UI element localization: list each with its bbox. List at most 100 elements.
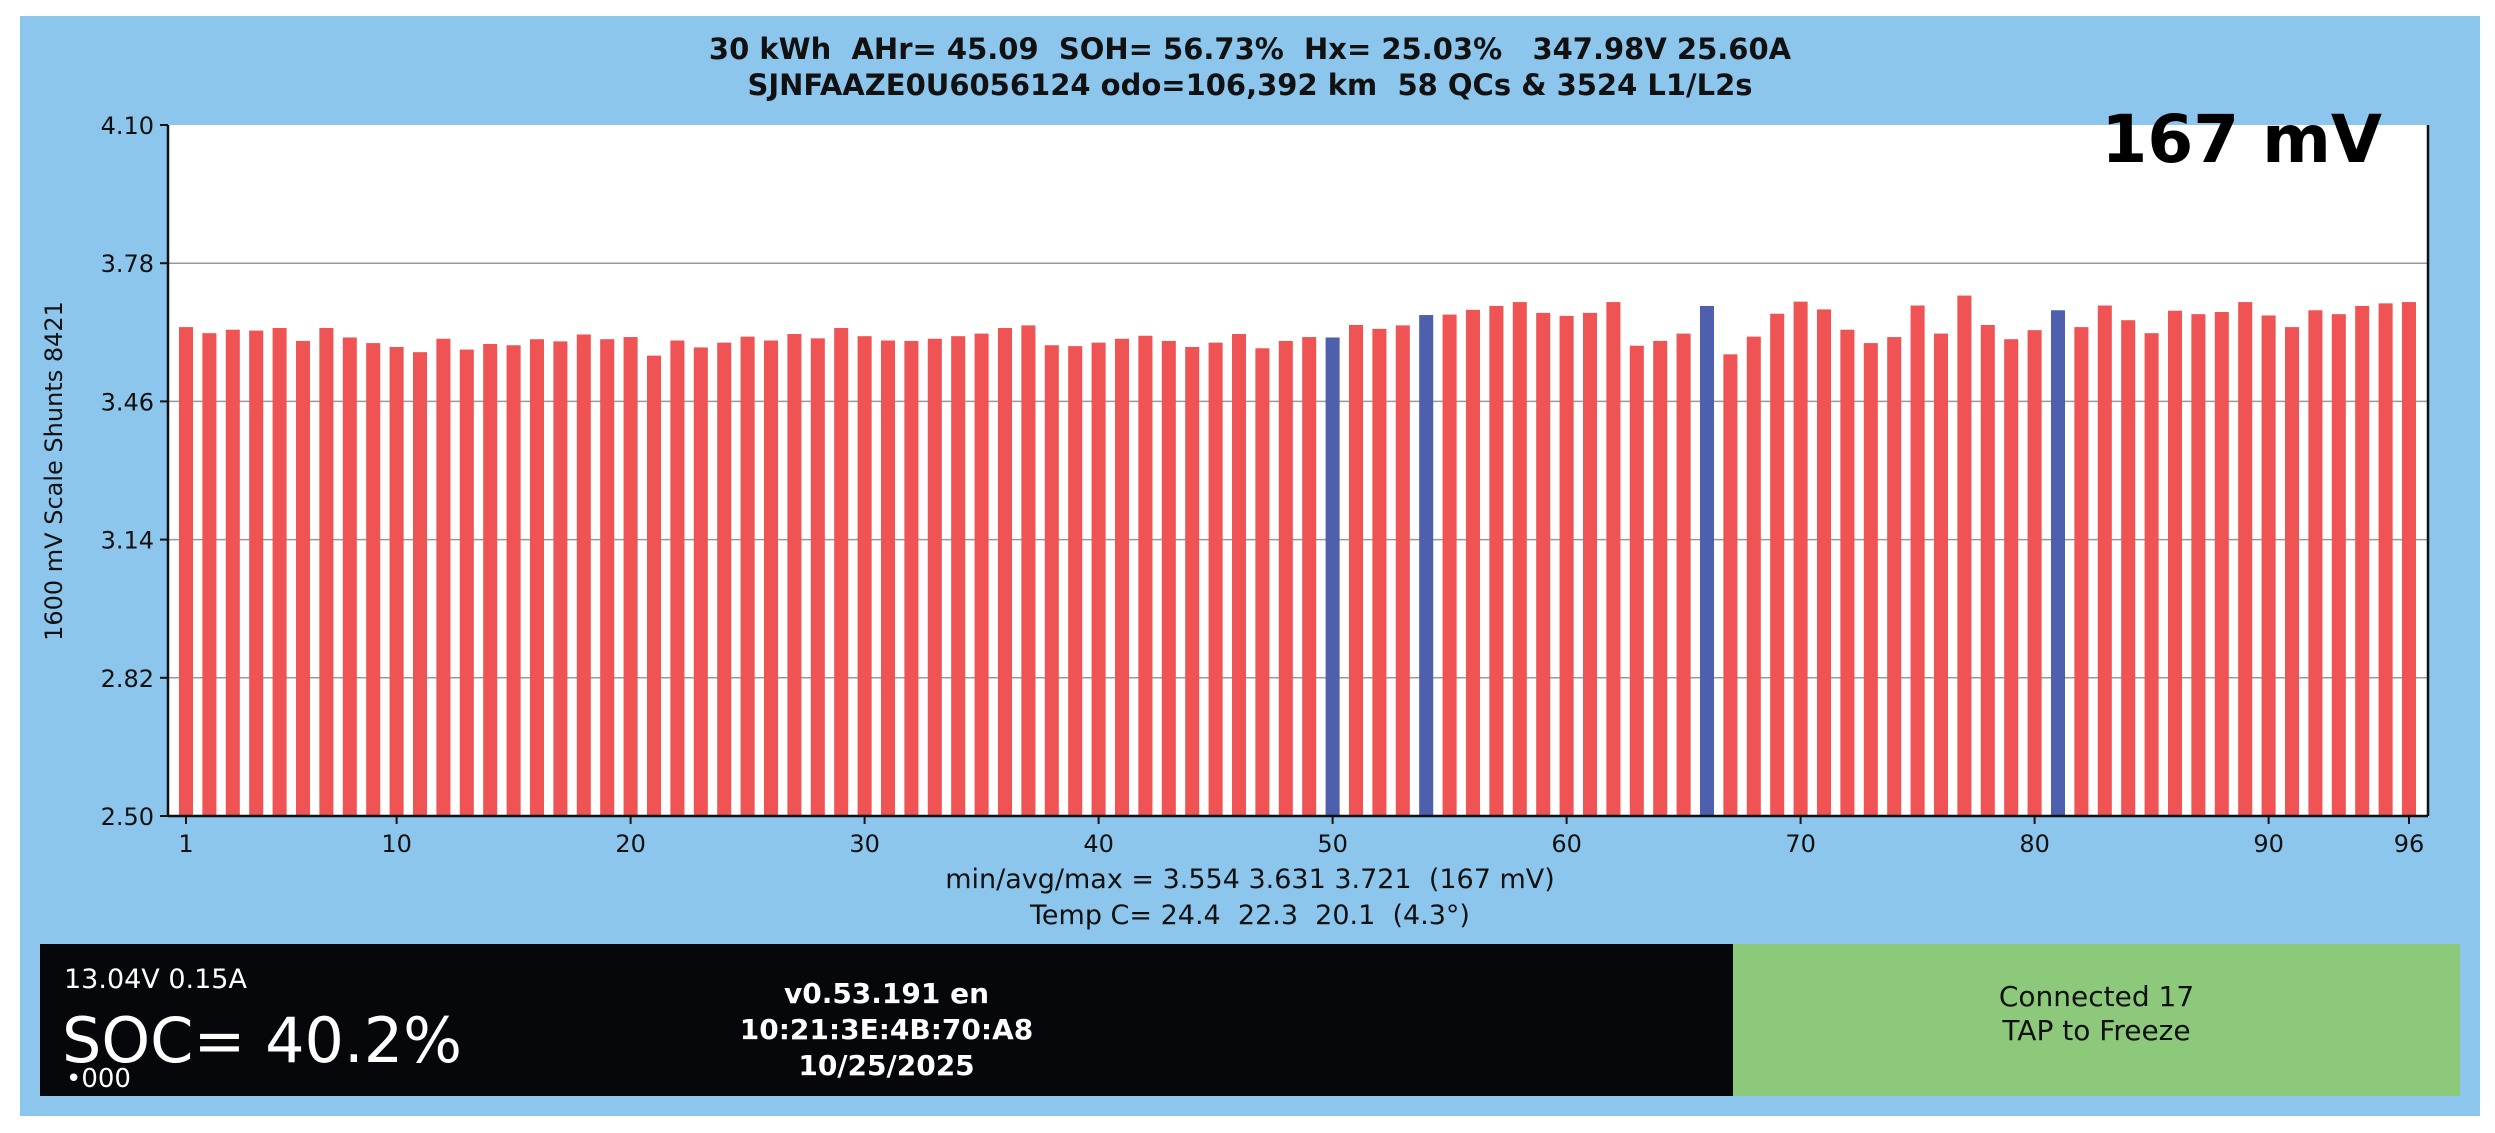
cell-bar	[1278, 340, 1293, 816]
cell-bar	[459, 349, 474, 816]
cell-bar	[2308, 310, 2323, 816]
delta-mv-annotation: 167 mV	[2101, 101, 2382, 178]
shunt-cell-bar	[1325, 337, 1340, 816]
cell-bar	[2074, 327, 2089, 816]
app-version: v0.53.191 en	[783, 977, 990, 1010]
y-tick-label: 3.46	[101, 388, 154, 416]
y-tick-labels: 2.50 2.82 3.14 3.46 3.78 4.10	[101, 112, 168, 831]
cell-bar	[997, 327, 1013, 816]
cell-bar	[2238, 302, 2253, 817]
cell-bar	[2378, 303, 2393, 816]
cell-bar	[787, 334, 802, 816]
cell-bar	[1442, 314, 1457, 816]
axes	[166, 125, 2430, 818]
cell-bar	[1395, 325, 1410, 816]
cell-bar	[2097, 305, 2112, 816]
cell-bar	[1465, 309, 1481, 816]
cell-bar	[1489, 305, 1504, 816]
cell-bar	[1629, 345, 1644, 816]
cell-bar	[670, 340, 685, 816]
cell-bar	[272, 327, 287, 816]
cell-bar	[1231, 334, 1247, 816]
cell-bar	[600, 339, 615, 816]
cell-bar	[319, 327, 334, 816]
y-tick-label: 2.50	[101, 803, 154, 831]
cell-bar	[1161, 340, 1176, 816]
cell-bar	[1348, 324, 1364, 816]
cell-bar	[1606, 302, 1621, 817]
cell-bar	[2331, 314, 2346, 816]
aux-voltage-current: 13.04V 0.15A	[64, 964, 247, 995]
y-tick-label: 3.14	[101, 527, 154, 555]
x-tick-label: 50	[1317, 830, 1348, 858]
cell-bar	[1512, 302, 1527, 817]
cell-bar	[740, 336, 755, 816]
cell-bar	[717, 342, 732, 816]
tap-to-freeze-label: TAP to Freeze	[2002, 1014, 2191, 1047]
status-dots: •000	[66, 1064, 131, 1094]
cell-bar	[1723, 354, 1738, 816]
cell-bar	[553, 341, 568, 816]
cell-bar	[2167, 310, 2183, 816]
cell-bar	[2027, 330, 2042, 816]
cell-bar	[483, 343, 498, 816]
freeze-button[interactable]: Connected 17 TAP to Freeze	[1733, 944, 2460, 1096]
cell-bar	[1582, 312, 1598, 816]
cell-voltage-chart[interactable]: 2.50 2.82 3.14 3.46 3.78 4.10 1 10 20 30 40 50 60 70…	[20, 16, 2480, 944]
cell-bar	[295, 340, 311, 816]
cell-bar	[178, 327, 194, 816]
cell-bar	[646, 355, 662, 816]
cell-bar	[1980, 324, 1995, 816]
cell-bar	[2121, 320, 2136, 816]
vehicle-summary: SJNFAAZE0U6056124 odo=106,392 km 58 QCs …	[747, 68, 1753, 102]
x-tick-label: 60	[1551, 830, 1582, 858]
cell-bar	[1653, 340, 1668, 816]
cell-bar	[763, 340, 779, 816]
cell-bar	[880, 340, 896, 816]
x-tick-label: 96	[2394, 830, 2425, 858]
x-tick-label: 80	[2019, 830, 2050, 858]
cell-bar	[1887, 337, 1902, 816]
cell-bar	[693, 347, 708, 816]
cell-bar	[834, 327, 849, 816]
cell-bar	[1255, 348, 1270, 816]
cell-bar	[1676, 333, 1691, 816]
shunt-cell-bar	[1419, 315, 1434, 816]
cell-bar	[389, 346, 404, 816]
y-tick-label: 2.82	[101, 665, 154, 693]
version-block: v0.53.191 en 10:21:3E:4B:70:A8 10/25/202…	[40, 976, 1733, 1084]
x-tick-label: 90	[2253, 830, 2284, 858]
cell-bar	[1372, 328, 1387, 816]
cell-bar	[974, 333, 989, 816]
cell-bar	[2144, 333, 2159, 816]
y-tick-label: 3.78	[101, 250, 154, 278]
cell-bar	[1536, 312, 1551, 816]
x-tick-label: 30	[849, 830, 880, 858]
cell-bar	[2401, 302, 2417, 817]
cell-bar	[1770, 313, 1785, 816]
cell-bar	[1816, 309, 1832, 816]
shunt-cell-bar	[2050, 310, 2066, 816]
app-frame: 30 kWh AHr= 45.09 SOH= 56.73% Hx= 25.03%…	[20, 16, 2480, 1116]
cell-bar	[1840, 329, 1855, 816]
cell-bar	[576, 334, 591, 816]
connection-status: Connected 17	[1998, 980, 2195, 1013]
cell-bar	[1021, 325, 1036, 816]
x-tick-label: 1	[178, 830, 193, 858]
cell-bar	[857, 336, 872, 816]
soc-readout: SOC= 40.2%	[62, 1004, 463, 1077]
cell-bar	[1910, 305, 1925, 816]
cell-bar	[1957, 295, 1972, 816]
cell-bar	[2004, 339, 2019, 816]
cell-bar	[951, 336, 966, 816]
cell-bar	[904, 340, 919, 816]
y-tick-label: 4.10	[101, 112, 154, 140]
cell-bar	[412, 352, 428, 816]
shunt-cell-bar	[1699, 305, 1715, 816]
cell-bar	[1138, 335, 1153, 816]
cell-bar	[1559, 315, 1574, 816]
device-mac: 10:21:3E:4B:70:A8	[739, 1013, 1034, 1046]
cell-bar	[225, 329, 240, 816]
cell-bar	[2214, 312, 2229, 816]
battery-summary: 30 kWh AHr= 45.09 SOH= 56.73% Hx= 25.03%…	[708, 32, 1792, 66]
